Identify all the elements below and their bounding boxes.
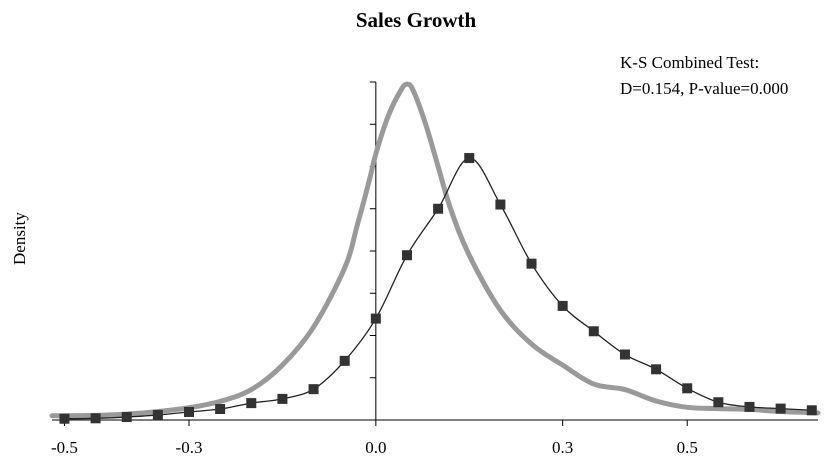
- x-tick-label: -0.5: [51, 438, 78, 457]
- square-marker: [339, 355, 350, 366]
- square-marker: [682, 383, 693, 394]
- x-tick-label: 0.5: [677, 438, 698, 457]
- ks-test-annotation: K-S Combined Test: D=0.154, P-value=0.00…: [620, 50, 788, 102]
- square-marker: [775, 403, 786, 414]
- chart-title: Sales Growth: [355, 8, 477, 32]
- square-marker: [526, 258, 537, 269]
- x-tick-label: 0.3: [552, 438, 573, 457]
- square-marker: [744, 401, 755, 412]
- square-marker: [464, 153, 475, 164]
- square-marker: [713, 397, 724, 408]
- square-marker: [495, 199, 506, 210]
- square-marker: [90, 413, 101, 424]
- square-marker: [59, 413, 70, 424]
- square-marker: [806, 405, 817, 416]
- square-marker: [184, 406, 195, 417]
- annotation-line-2: D=0.154, P-value=0.000: [620, 79, 789, 98]
- black-density-line: [64, 157, 812, 420]
- square-marker: [152, 409, 163, 420]
- square-marker: [308, 384, 319, 395]
- square-marker: [433, 203, 444, 214]
- square-marker: [215, 404, 226, 415]
- square-marker: [370, 313, 381, 324]
- square-marker: [588, 326, 599, 337]
- square-marker: [557, 300, 568, 311]
- square-marker: [277, 393, 288, 404]
- x-tick-label: 0.0: [365, 438, 386, 457]
- annotation-line-1: K-S Combined Test:: [620, 53, 760, 72]
- square-marker: [246, 398, 257, 409]
- square-marker: [121, 412, 132, 423]
- square-marker: [651, 364, 662, 375]
- square-marker: [401, 250, 412, 261]
- square-marker: [619, 349, 630, 360]
- gray-density-line: [49, 81, 821, 419]
- x-tick-label: -0.3: [176, 438, 203, 457]
